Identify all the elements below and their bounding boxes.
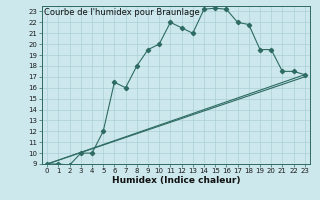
Text: Courbe de l'humidex pour Braunlage: Courbe de l'humidex pour Braunlage: [44, 8, 200, 17]
X-axis label: Humidex (Indice chaleur): Humidex (Indice chaleur): [112, 176, 240, 185]
